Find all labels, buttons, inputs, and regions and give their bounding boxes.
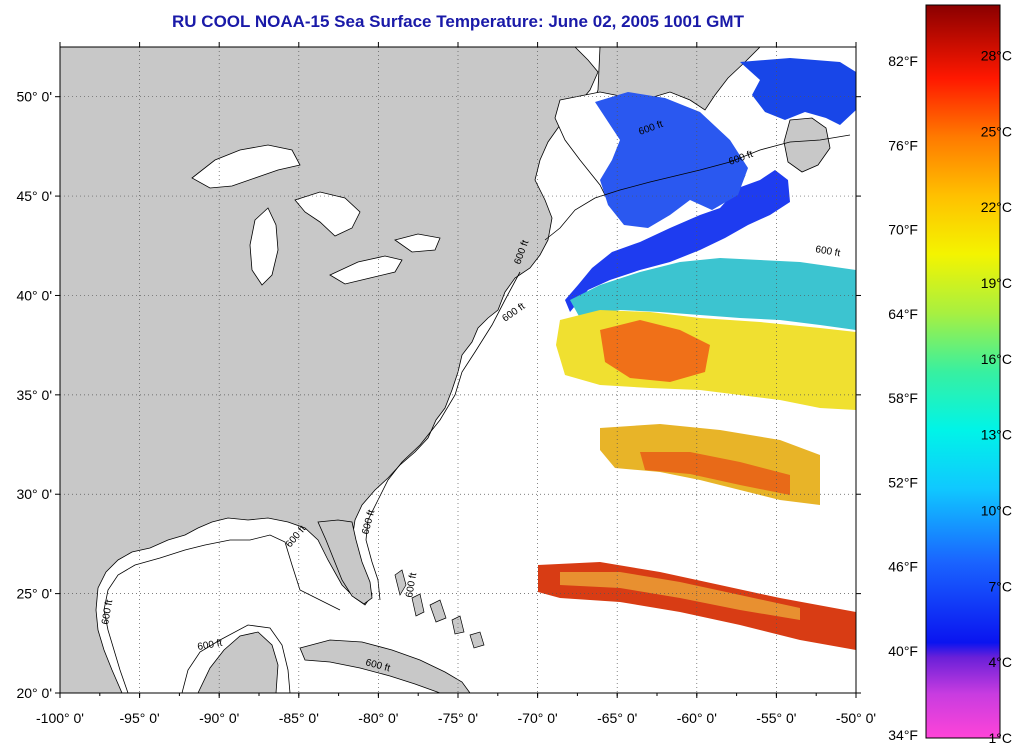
florida-land (317, 519, 373, 605)
lon-tick-label: -50° 0' (836, 710, 876, 726)
colorbar-f-label: 34°F (888, 727, 918, 743)
lon-tick-label: -90° 0' (199, 710, 239, 726)
colorbar-f-label: 52°F (888, 474, 918, 490)
isobath-label: 600 ft (100, 599, 115, 626)
cuba-land (299, 639, 471, 693)
colorbar-f-label: 40°F (888, 643, 918, 659)
lon-tick-label: -75° 0' (438, 710, 478, 726)
lon-tick-label: -70° 0' (518, 710, 558, 726)
newfoundland-land (783, 117, 831, 173)
lon-tick-label: -95° 0' (120, 710, 160, 726)
sst-slope-water (570, 258, 856, 330)
colorbar: 82°F 76°F 70°F 64°F 58°F 52°F 46°F 40°F 34°F 28°… (888, 4, 1012, 746)
yucatan-land (197, 631, 279, 693)
isobath-600ft-gulf (103, 534, 341, 693)
lon-tick-label: -85° 0' (279, 710, 319, 726)
bahamas-islands (394, 569, 485, 649)
sst-labrador (740, 58, 856, 125)
map-title: RU COOL NOAA-15 Sea Surface Temperature:… (172, 12, 744, 31)
colorbar-c-label: 4°C (989, 654, 1013, 670)
isobath-600ft (365, 271, 521, 601)
colorbar-c-label: 10°C (981, 503, 1012, 519)
colorbar-f-label: 64°F (888, 306, 918, 322)
lat-tick-label: 40° 0' (16, 287, 52, 303)
sst-southern-band-highlight (560, 572, 800, 620)
colorbar-c-label: 16°C (981, 351, 1012, 367)
lat-tick-label: 30° 0' (16, 486, 52, 502)
lon-tick-label: -100° 0' (36, 710, 84, 726)
lon-tick-label: -55° 0' (756, 710, 796, 726)
colorbar-c-label: 28°C (981, 48, 1012, 64)
colorbar-f-label: 82°F (888, 53, 918, 69)
colorbar-c-label: 13°C (981, 427, 1012, 443)
lat-tick-label: 20° 0' (16, 685, 52, 701)
isobath-label: 600 ft (814, 244, 841, 259)
colorbar-f-label: 58°F (888, 390, 918, 406)
sst-gulf-stream-orange (600, 320, 710, 382)
colorbar-f-label: 70°F (888, 222, 918, 238)
map-gridlines (60, 47, 856, 693)
colorbar-f-label: 76°F (888, 137, 918, 153)
sst-st-lawrence (595, 92, 748, 228)
lat-tick-label: 35° 0' (16, 387, 52, 403)
great-lakes (191, 144, 441, 286)
colorbar-celsius-labels: 28°C 25°C 22°C 19°C 16°C 13°C 10°C 7°C 4°C 1°C (981, 48, 1012, 746)
map-axes: 50° 0' 45° 0' 40° 0' 35° 0' 30° 0' 25° 0' 20° … (16, 42, 876, 726)
lon-tick-label: -80° 0' (358, 710, 398, 726)
colorbar-gradient (925, 4, 1001, 739)
colorbar-c-label: 19°C (981, 275, 1012, 291)
isobath-label: 600 ft (404, 572, 419, 599)
lon-tick-label: -60° 0' (677, 710, 717, 726)
lat-tick-label: 45° 0' (16, 188, 52, 204)
sst-gulf-of-maine (565, 170, 790, 312)
colorbar-fahrenheit-labels: 82°F 76°F 70°F 64°F 58°F 52°F 46°F 40°F 34°F (888, 53, 918, 743)
lat-tick-label: 50° 0' (16, 89, 52, 105)
isobath-600ft-north (544, 134, 851, 241)
lon-tick-label: -65° 0' (597, 710, 637, 726)
isobath-600ft-yucatan (181, 624, 291, 693)
colorbar-c-label: 25°C (981, 123, 1012, 139)
colorbar-c-label: 7°C (989, 578, 1013, 594)
colorbar-f-label: 46°F (888, 559, 918, 575)
colorbar-c-label: 22°C (981, 199, 1012, 215)
isobath-label: 600 ft (197, 638, 224, 653)
lat-tick-label: 25° 0' (16, 586, 52, 602)
north-america-land (60, 47, 599, 693)
colorbar-c-label: 1°C (989, 730, 1013, 746)
sst-mid-atlantic-band-core (640, 452, 790, 495)
